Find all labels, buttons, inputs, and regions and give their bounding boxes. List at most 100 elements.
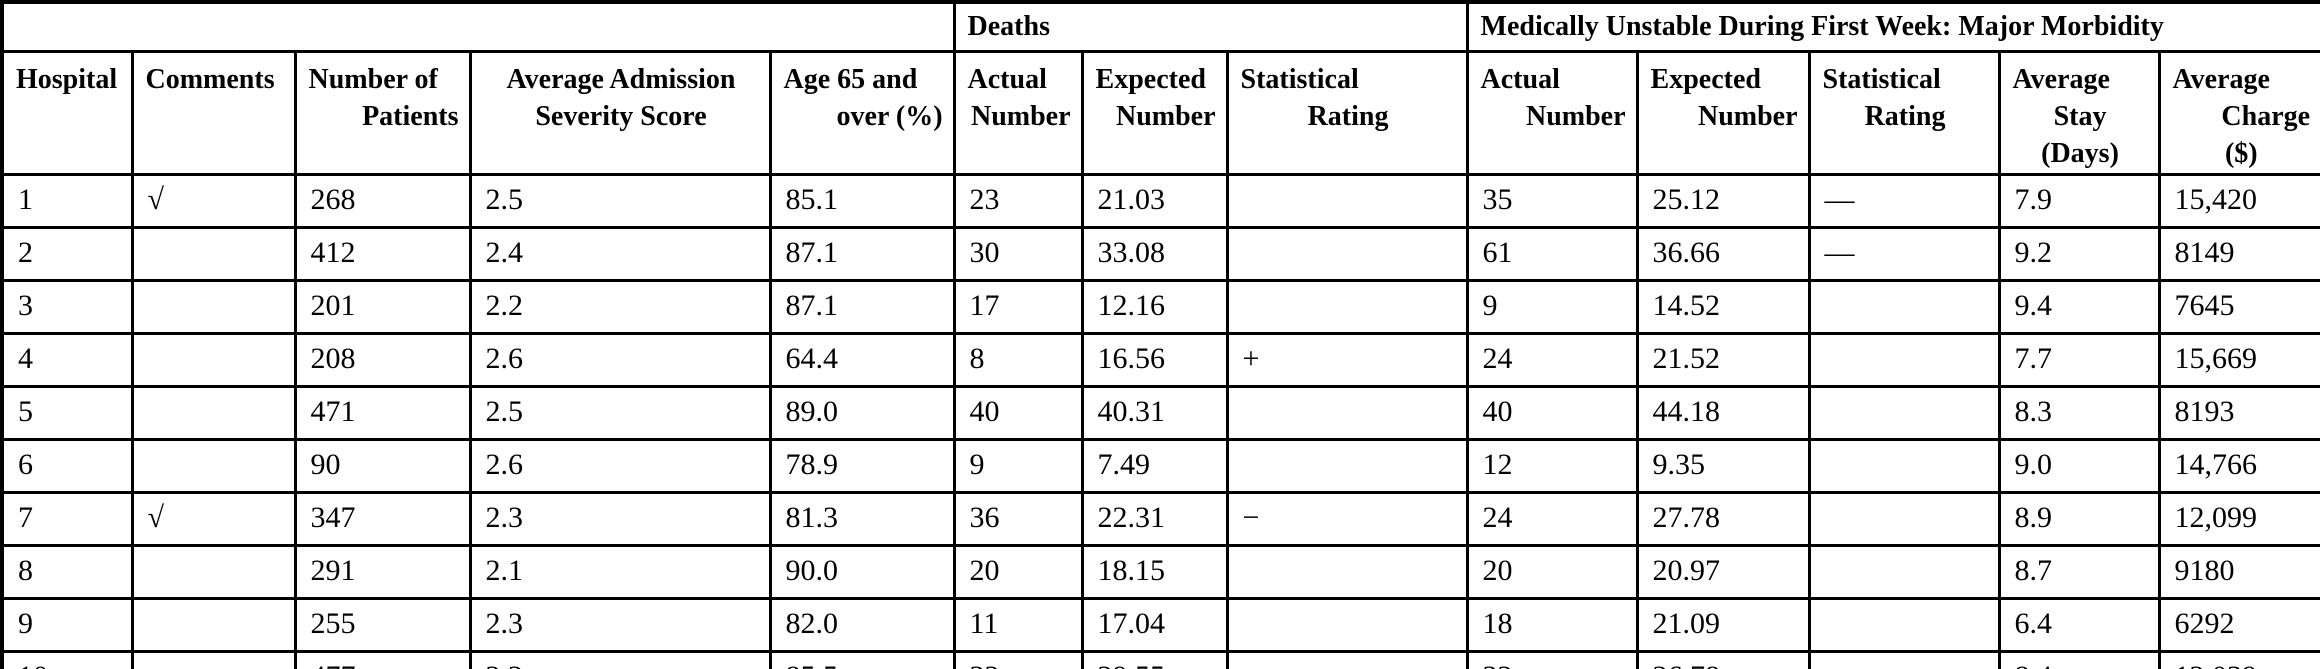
col-header-label: Average Admission — [506, 64, 736, 95]
cell-age65: 89.0 — [768, 384, 956, 441]
col-header-label: Actual — [1480, 64, 1560, 95]
col-header-label: Expected — [1095, 64, 1206, 95]
cell-num-patients: 255 — [293, 596, 472, 653]
col-header-avg-admission-severity-score: Average Admission Severity Score — [468, 50, 772, 176]
cell-avg-charge: 6292 — [2157, 596, 2320, 653]
col-header-label: Rating — [1864, 100, 1946, 132]
table-row: 1 √ 268 2.5 85.1 23 21.03 35 25.12 — 7.9… — [0, 172, 2320, 229]
column-header-row: Hospital Comments Number of Patients Aver… — [0, 50, 2320, 176]
cell-deaths-expected: 40.31 — [1080, 384, 1229, 441]
cell-severity: 2.6 — [468, 437, 772, 494]
cell-deaths-expected: 12.16 — [1080, 278, 1229, 335]
cell-avg-stay: 8.9 — [1997, 490, 2161, 547]
table-row: 8 291 2.1 90.0 20 18.15 20 20.97 8.7 918… — [0, 543, 2320, 600]
cell-avg-stay: 9.4 — [1997, 278, 2161, 335]
col-header-label: Number — [1697, 100, 1798, 132]
table-row: 6 90 2.6 78.9 9 7.49 12 9.35 9.0 14,766 — [0, 437, 2320, 494]
cell-avg-stay: 7.7 — [1997, 331, 2161, 388]
cell-hospital: 2 — [0, 225, 134, 282]
col-header-label: Severity Score — [535, 100, 707, 132]
cell-avg-stay: 6.4 — [1997, 596, 2161, 653]
cell-severity: 2.3 — [468, 490, 772, 547]
cell-mu-rating — [1807, 490, 2001, 547]
cell-mu-actual: 24 — [1465, 490, 1639, 547]
cell-deaths-actual: 30 — [952, 225, 1084, 282]
cell-hospital: 5 — [0, 384, 134, 441]
col-header-age-65-and-over: Age 65 and over (%) — [768, 50, 956, 176]
cell-severity: 2.5 — [468, 384, 772, 441]
col-header-label: Patients — [362, 100, 459, 132]
cell-deaths-actual: 20 — [952, 543, 1084, 600]
cell-deaths-actual: 32 — [952, 649, 1084, 669]
table-row: 3 201 2.2 87.1 17 12.16 9 14.52 9.4 7645 — [0, 278, 2320, 335]
cell-mu-expected: 21.09 — [1635, 596, 1811, 653]
cell-hospital: 8 — [0, 543, 134, 600]
cell-mu-actual: 24 — [1465, 331, 1639, 388]
group-header-deaths: Deaths — [952, 0, 1469, 53]
cell-mu-expected: 36.78 — [1635, 649, 1811, 669]
col-header-average-stay-days: Average Stay (Days) — [1997, 50, 2161, 176]
cell-age65: 78.9 — [768, 437, 956, 494]
col-header-label: Rating — [1307, 100, 1389, 132]
cell-mu-expected: 9.35 — [1635, 437, 1811, 494]
cell-hospital: 7 — [0, 490, 134, 547]
cell-mu-rating — [1807, 331, 2001, 388]
cell-deaths-expected: 33.08 — [1080, 225, 1229, 282]
table-row: 2 412 2.4 87.1 30 33.08 61 36.66 — 9.2 8… — [0, 225, 2320, 282]
col-header-label: Average — [2012, 64, 2110, 95]
cell-hospital: 9 — [0, 596, 134, 653]
cell-avg-stay: 9.0 — [1997, 437, 2161, 494]
cell-deaths-expected: 22.31 — [1080, 490, 1229, 547]
cell-num-patients: 477 — [293, 649, 472, 669]
col-header-label: Age 65 and — [783, 64, 918, 95]
cell-avg-charge: 7645 — [2157, 278, 2320, 335]
col-header-label: ($) — [2224, 137, 2258, 169]
cell-severity: 2.4 — [468, 225, 772, 282]
col-header-label: (Days) — [2041, 137, 2119, 169]
cell-age65: 64.4 — [768, 331, 956, 388]
cell-avg-charge: 9180 — [2157, 543, 2320, 600]
cell-mu-actual: 20 — [1465, 543, 1639, 600]
table-row: 9 255 2.3 82.0 11 17.04 18 21.09 6.4 629… — [0, 596, 2320, 653]
cell-mu-expected: 21.52 — [1635, 331, 1811, 388]
cell-age65: 87.1 — [768, 225, 956, 282]
col-header-label: Expected — [1650, 64, 1761, 95]
cell-hospital: 4 — [0, 331, 134, 388]
table-row: 7 √ 347 2.3 81.3 36 22.31 − 24 27.78 8.9… — [0, 490, 2320, 547]
cell-mu-actual: 35 — [1465, 172, 1639, 229]
col-header-label: Hospital — [16, 64, 118, 95]
col-header-deaths-actual-number: Actual Number — [952, 50, 1084, 176]
cell-mu-rating — [1807, 596, 2001, 653]
group-header-medically-unstable: Medically Unstable During First Week: Ma… — [1465, 0, 2320, 53]
col-header-label: Statistical — [1822, 64, 1941, 95]
cell-avg-charge: 8193 — [2157, 384, 2320, 441]
cell-deaths-expected: 7.49 — [1080, 437, 1229, 494]
cell-avg-charge: 12,039 — [2157, 649, 2320, 669]
col-header-deaths-expected-number: Expected Number — [1080, 50, 1229, 176]
cell-deaths-rating — [1225, 384, 1469, 441]
cell-num-patients: 90 — [293, 437, 472, 494]
cell-deaths-actual: 40 — [952, 384, 1084, 441]
col-header-label: Average — [2172, 64, 2270, 95]
cell-comments-checkmark — [130, 649, 297, 669]
cell-deaths-rating — [1225, 172, 1469, 229]
cell-hospital: 10 — [0, 649, 134, 669]
cell-severity: 2.1 — [468, 543, 772, 600]
cell-num-patients: 268 — [293, 172, 472, 229]
cell-deaths-rating — [1225, 225, 1469, 282]
col-header-label: Number — [970, 100, 1071, 132]
cell-mu-actual: 40 — [1465, 384, 1639, 441]
cell-mu-expected: 27.78 — [1635, 490, 1811, 547]
col-header-label: over (%) — [836, 100, 943, 132]
cell-num-patients: 208 — [293, 331, 472, 388]
col-header-label: Stay — [2053, 100, 2107, 132]
cell-comments-checkmark — [130, 543, 297, 600]
cell-comments-checkmark — [130, 437, 297, 494]
cell-deaths-expected: 16.56 — [1080, 331, 1229, 388]
col-header-deaths-statistical-rating: Statistical Rating — [1225, 50, 1469, 176]
col-header-label: Actual — [967, 64, 1047, 95]
col-header-label: Comments — [145, 64, 275, 95]
group-header-row: Deaths Medically Unstable During First W… — [0, 0, 2320, 53]
cell-deaths-actual: 36 — [952, 490, 1084, 547]
cell-deaths-rating — [1225, 437, 1469, 494]
